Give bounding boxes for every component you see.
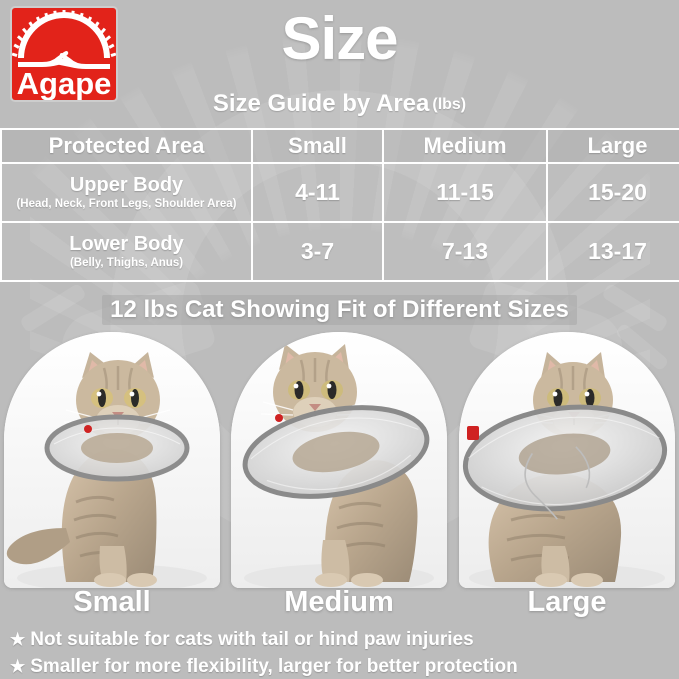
fit-panels	[0, 332, 679, 590]
collar-tab-icon	[467, 426, 479, 440]
page-subtitle-text: Size Guide by Area	[212, 90, 430, 117]
size-label-small-text: Small	[47, 586, 178, 619]
cell-upper-large: 15-20	[546, 162, 679, 223]
cell-upper-medium: 11-15	[382, 162, 548, 223]
size-label-large-text: Large	[501, 586, 633, 619]
fit-panel-large	[459, 332, 675, 588]
cat-photo-large	[459, 332, 675, 588]
footer-note: ★ Not suitable for cats with tail or hind…	[10, 626, 518, 653]
area-name: Upper Body	[69, 174, 184, 196]
size-label-small: Small	[4, 586, 220, 619]
table-header-row: Protected Area Small Medium Large	[0, 128, 679, 164]
column-header-protected-area: Protected Area	[0, 128, 253, 164]
brand-logo: Agape	[12, 8, 116, 100]
footer-note: ★ Smaller for more flexibility, larger fo…	[10, 653, 518, 679]
cell-lower-small: 3-7	[251, 221, 384, 282]
collar-tab-icon	[275, 414, 283, 422]
area-detail: (Head, Neck, Front Legs, Shoulder Area)	[16, 198, 237, 210]
page-title: Size	[281, 5, 398, 72]
cat-photo-medium	[231, 332, 447, 588]
fit-panel-medium	[231, 332, 447, 588]
size-guide-table: Protected Area Small Medium Large Upper …	[0, 128, 679, 282]
footer-note-text: Not suitable for cats with tail or hind …	[30, 629, 474, 650]
column-header-large: Large	[546, 128, 679, 164]
fit-panel-small	[4, 332, 220, 588]
page-subtitle-unit: (lbs)	[432, 96, 467, 113]
logo-wordmark: Agape	[17, 66, 112, 100]
column-header-medium: Medium	[382, 128, 548, 164]
star-icon: ★	[10, 657, 26, 676]
cell-lower-large: 13-17	[546, 221, 679, 282]
cat-photo-small	[4, 332, 220, 588]
size-labels: Small Medium Large	[0, 586, 679, 622]
cell-lower-medium: 7-13	[382, 221, 548, 282]
area-detail: (Belly, Thighs, Anus)	[69, 257, 184, 269]
header: Agape Size Size Guide by Area (lbs)	[0, 0, 679, 128]
footer-note-text: Smaller for more flexibility, larger for…	[30, 656, 518, 677]
page-subtitle: Size Guide by Area (lbs)	[0, 90, 679, 118]
table-row: Lower Body (Belly, Thighs, Anus) 3-7 7-1…	[0, 221, 679, 282]
fit-section-heading: 12 lbs Cat Showing Fit of Different Size…	[0, 295, 679, 325]
footer-notes: ★ Not suitable for cats with tail or hind…	[10, 626, 518, 679]
fit-section-heading-text: 12 lbs Cat Showing Fit of Different Size…	[102, 295, 577, 325]
cell-upper-small: 4-11	[251, 162, 384, 223]
agape-logo-icon: Agape	[12, 10, 116, 100]
size-label-medium: Medium	[231, 586, 447, 619]
collar-tab-icon	[84, 425, 92, 433]
cell-area-upper-body: Upper Body (Head, Neck, Front Legs, Shou…	[0, 162, 253, 223]
size-label-medium-text: Medium	[258, 586, 420, 619]
cell-area-lower-body: Lower Body (Belly, Thighs, Anus)	[0, 221, 253, 282]
size-label-large: Large	[459, 586, 675, 619]
column-header-small: Small	[251, 128, 384, 164]
table-row: Upper Body (Head, Neck, Front Legs, Shou…	[0, 162, 679, 223]
star-icon: ★	[10, 630, 26, 649]
area-name: Lower Body	[69, 233, 184, 255]
